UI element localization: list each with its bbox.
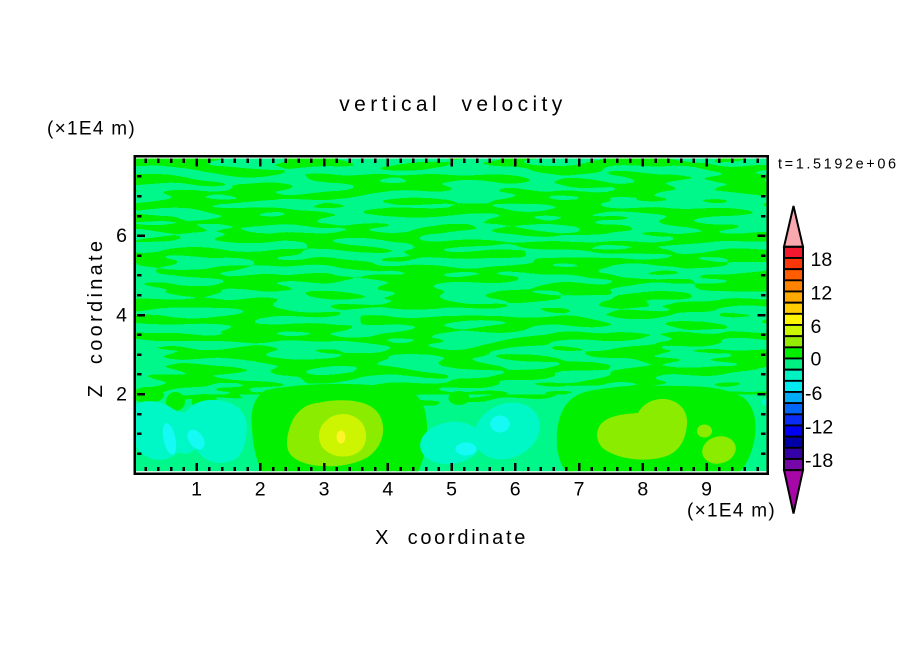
svg-text:vertical velocity: vertical velocity: [339, 93, 566, 116]
svg-text:5: 5: [446, 479, 457, 501]
svg-text:-6: -6: [805, 383, 822, 405]
svg-text:(×1E4 m): (×1E4 m): [47, 119, 136, 140]
svg-text:1: 1: [191, 479, 202, 501]
svg-text:18: 18: [811, 249, 833, 271]
svg-text:-12: -12: [805, 417, 833, 439]
svg-text:6: 6: [811, 316, 822, 338]
svg-text:(×1E4 m): (×1E4 m): [687, 501, 776, 522]
svg-text:Z coordinate: Z coordinate: [85, 238, 107, 398]
svg-text:0: 0: [811, 349, 822, 371]
svg-text:4: 4: [116, 304, 127, 326]
svg-text:9: 9: [701, 479, 712, 501]
svg-text:2: 2: [255, 479, 266, 501]
svg-text:4: 4: [382, 479, 393, 501]
svg-text:8: 8: [637, 479, 648, 501]
svg-text:12: 12: [811, 283, 833, 305]
svg-text:7: 7: [574, 479, 585, 501]
svg-text:-18: -18: [805, 450, 833, 472]
svg-text:6: 6: [510, 479, 521, 501]
svg-text:6: 6: [116, 225, 127, 247]
svg-text:t=1.5192e+06: t=1.5192e+06: [778, 157, 899, 173]
svg-text:3: 3: [319, 479, 330, 501]
svg-text:2: 2: [116, 384, 127, 406]
svg-text:X coordinate: X coordinate: [375, 527, 528, 549]
